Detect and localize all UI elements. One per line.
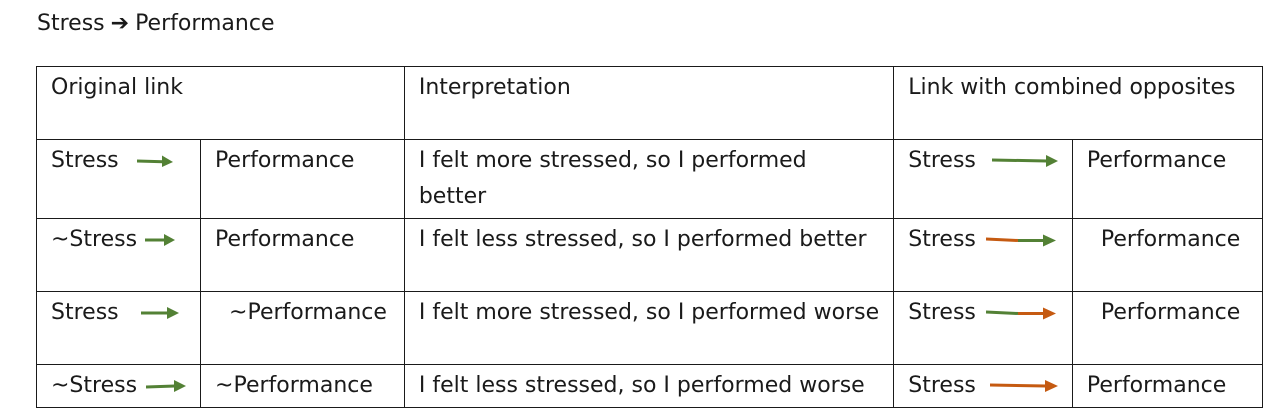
orange-green-arrow-icon bbox=[985, 234, 1056, 247]
combined-effect-cell: Performance bbox=[1071, 364, 1263, 408]
combined-effect-cell: Performance bbox=[1071, 139, 1263, 219]
original-cause-cell: Stress bbox=[35, 291, 202, 365]
links-table: Original link Interpretation Link with c… bbox=[35, 66, 1263, 408]
original-cause: ~Stress bbox=[51, 227, 138, 252]
original-cause: Stress bbox=[51, 300, 119, 325]
original-effect: ~Performance bbox=[215, 373, 373, 398]
original-effect: Performance bbox=[215, 148, 355, 173]
interpretation-cell: I felt less stressed, so I performed bet… bbox=[403, 218, 895, 292]
table-header-row: Original link Interpretation Link with c… bbox=[36, 66, 1263, 140]
heading-cause: Stress bbox=[37, 11, 105, 36]
right-arrow-icon: ➔ bbox=[110, 11, 130, 36]
combined-effect: Performance bbox=[1086, 148, 1227, 173]
combined-effect: Performance bbox=[1100, 300, 1241, 325]
heading-effect: Performance bbox=[135, 11, 275, 36]
interpretation-cell: I felt more stressed, so I performed bet… bbox=[403, 139, 895, 219]
table-row: ~Stress Performance I felt less stressed… bbox=[35, 218, 1263, 292]
interpretation-cell: I felt more stressed, so I performed wor… bbox=[403, 291, 895, 365]
combined-cause-cell: Stress bbox=[893, 139, 1073, 219]
combined-cause: Stress bbox=[908, 227, 976, 252]
original-effect-cell: ~Performance bbox=[200, 364, 405, 408]
original-effect-cell: Performance bbox=[200, 139, 405, 219]
page-heading: Stress ➔ Performance bbox=[37, 9, 274, 39]
table-row: Stress Performance I felt more stressed,… bbox=[35, 139, 1263, 219]
original-effect: ~Performance bbox=[229, 300, 387, 325]
combined-cause-cell: Stress bbox=[893, 364, 1073, 408]
original-cause-cell: ~Stress bbox=[35, 364, 202, 408]
table-row: ~Stress ~Performance I felt less stresse… bbox=[35, 364, 1263, 408]
header-combined-link: Link with combined opposites bbox=[893, 66, 1263, 140]
original-effect-cell: ~Performance bbox=[200, 291, 405, 365]
header-interpretation: Interpretation bbox=[403, 66, 895, 140]
green-arrow-icon bbox=[146, 380, 187, 392]
header-original-link: Original link bbox=[36, 66, 405, 140]
green-arrow-icon bbox=[136, 155, 173, 167]
orange-arrow-icon bbox=[989, 380, 1058, 392]
original-cause-cell: ~Stress bbox=[35, 218, 202, 292]
combined-cause: Stress bbox=[908, 300, 976, 325]
original-cause: Stress bbox=[51, 148, 119, 173]
combined-cause-cell: Stress bbox=[893, 218, 1073, 292]
green-orange-arrow-icon bbox=[985, 307, 1056, 320]
combined-effect-cell: Performance bbox=[1071, 291, 1263, 365]
green-arrow-icon bbox=[991, 155, 1058, 167]
combined-effect: Performance bbox=[1086, 373, 1227, 398]
combined-effect-cell: Performance bbox=[1071, 218, 1263, 292]
green-arrow-icon bbox=[145, 234, 176, 246]
interpretation-cell: I felt less stressed, so I performed wor… bbox=[403, 364, 895, 408]
combined-cause-cell: Stress bbox=[893, 291, 1073, 365]
green-arrow-icon bbox=[140, 307, 179, 319]
combined-effect: Performance bbox=[1100, 227, 1241, 252]
combined-cause: Stress bbox=[908, 373, 976, 398]
original-cause: ~Stress bbox=[51, 373, 138, 398]
table-row: Stress ~Performance I felt more stressed… bbox=[35, 291, 1263, 365]
original-effect-cell: Performance bbox=[200, 218, 405, 292]
original-cause-cell: Stress bbox=[35, 139, 202, 219]
combined-cause: Stress bbox=[908, 148, 976, 173]
original-effect: Performance bbox=[215, 227, 355, 252]
